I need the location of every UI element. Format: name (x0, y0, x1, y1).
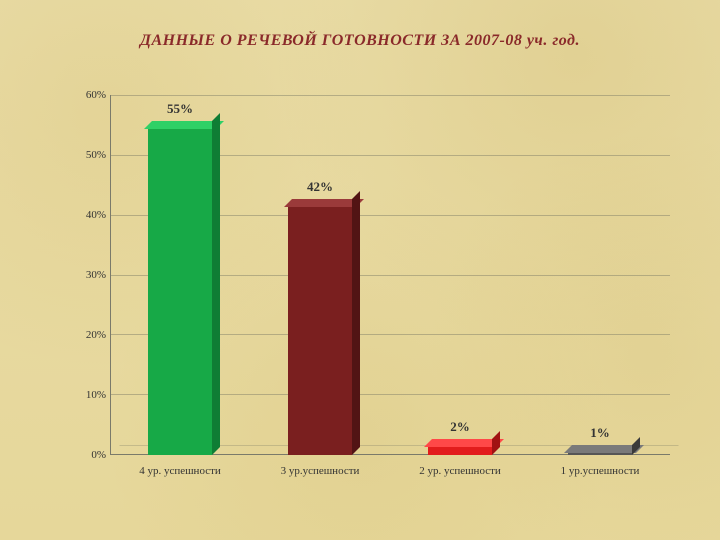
data-label: 55% (167, 101, 193, 117)
chart-title-text: ДАННЫЕ О РЕЧЕВОЙ ГОТОВНОСТИ ЗА 2007-08 у… (140, 32, 580, 49)
y-tick-label: 30% (70, 269, 106, 281)
y-tick-label: 0% (70, 449, 106, 461)
data-label: 42% (307, 179, 333, 195)
y-tick-label: 10% (70, 389, 106, 401)
x-tick-label: 3 ур.успешности (250, 459, 390, 485)
x-tick-label: 1 ур.успешности (530, 459, 670, 485)
bar-2-level (428, 443, 492, 455)
y-tick-label: 50% (70, 149, 106, 161)
bar-side-face (212, 113, 220, 455)
bars-container: 55% 42% 2% 1% (110, 95, 670, 455)
x-tick-label: 2 ур. успешности (390, 459, 530, 485)
x-axis-labels: 4 ур. успешности 3 ур.успешности 2 ур. у… (110, 459, 670, 485)
data-label: 2% (450, 419, 470, 435)
chart-title: ДАННЫЕ О РЕЧЕВОЙ ГОТОВНОСТИ ЗА 2007-08 у… (0, 32, 720, 50)
bar-4-level (148, 125, 212, 455)
y-tick-label: 40% (70, 209, 106, 221)
y-tick-label: 20% (70, 329, 106, 341)
bar-side-face (492, 431, 500, 455)
bar-slot: 2% (390, 95, 530, 455)
x-tick-label: 4 ур. успешности (110, 459, 250, 485)
bar-side-face (352, 191, 360, 455)
bar-3-level (288, 203, 352, 455)
bar-slot: 55% (110, 95, 250, 455)
y-tick-label: 60% (70, 89, 106, 101)
bar-slot: 1% (530, 95, 670, 455)
data-label: 1% (590, 425, 610, 441)
bar-slot: 42% (250, 95, 390, 455)
bar-chart: 0% 10% 20% 30% 40% 50% 60% 55% 42% (70, 95, 670, 485)
bar-1-level (568, 449, 632, 455)
